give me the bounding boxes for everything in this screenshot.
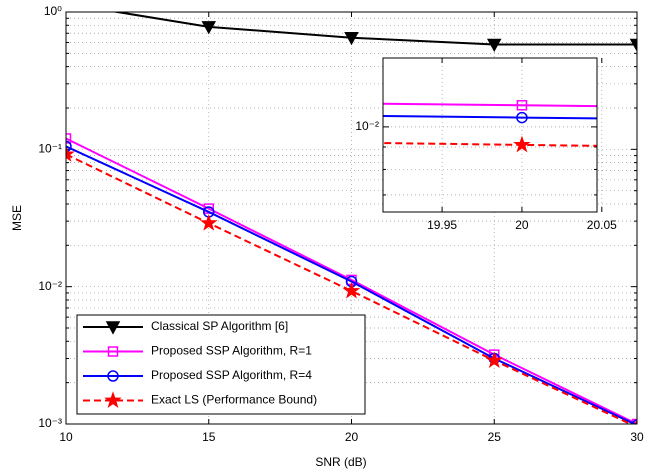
x-tick-label: 10 [59, 430, 73, 444]
marker [107, 346, 119, 357]
marker [104, 391, 122, 408]
series-line [383, 102, 597, 108]
series-line [66, 153, 633, 424]
marker [342, 281, 361, 299]
marker [486, 38, 502, 53]
series-line [66, 137, 637, 424]
y-axis-label: MSE [10, 205, 24, 231]
legend-label: Classical SP Algorithm [6] [151, 319, 288, 333]
legend-box [76, 314, 366, 415]
x-tick-label: 30 [630, 430, 644, 444]
y-tick-label: 10⁻¹ [38, 142, 62, 156]
marker [516, 100, 528, 111]
x-tick-label: 25 [488, 430, 502, 444]
plot-frame [382, 57, 598, 213]
x-tick-label: 20.05 [587, 218, 617, 232]
series-line [383, 115, 597, 120]
marker [66, 145, 75, 162]
x-tick-label: 20 [515, 218, 529, 232]
marker [199, 213, 218, 231]
series-group [383, 100, 597, 153]
marker [516, 111, 528, 124]
marker [66, 140, 72, 153]
legend-label: Exact LS (Performance Bound) [151, 393, 317, 407]
x-tick-label: 19.95 [427, 218, 457, 232]
legend-label: Proposed SSP Algorithm, R=4 [151, 368, 312, 382]
x-tick-label: 15 [202, 430, 216, 444]
marker [629, 38, 637, 53]
x-tick-label: 20 [345, 430, 359, 444]
y-tick-label: 10⁻² [355, 119, 379, 133]
plot-frame [65, 11, 638, 425]
plot-area [383, 58, 597, 212]
y-tick-label: 10⁻³ [38, 416, 62, 430]
series-group [66, 12, 637, 424]
marker [66, 133, 72, 144]
legend-label: Proposed SSP Algorithm, R=1 [151, 344, 312, 358]
series-line [66, 145, 637, 424]
y-tick-label: 10⁻² [38, 279, 62, 293]
marker [201, 21, 217, 35]
marker [105, 321, 121, 335]
marker [344, 31, 359, 46]
x-axis-label: SNR (dB) [315, 455, 366, 469]
marker [107, 370, 119, 382]
marker [485, 351, 504, 368]
y-tick-label: 10⁰ [44, 4, 62, 18]
marker [513, 135, 531, 153]
